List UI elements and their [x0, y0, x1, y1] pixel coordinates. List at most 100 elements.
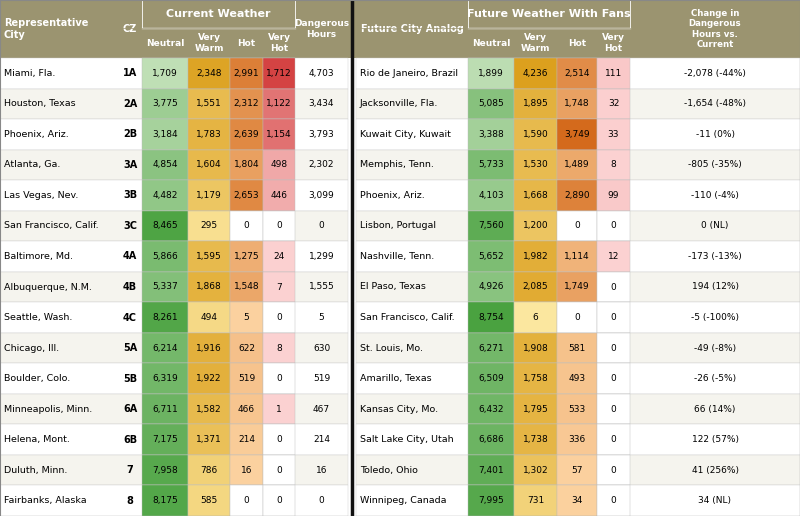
- Text: 0: 0: [610, 435, 616, 444]
- Text: 3B: 3B: [123, 190, 137, 200]
- Text: 1,738: 1,738: [522, 435, 548, 444]
- Text: 5B: 5B: [123, 374, 137, 383]
- Bar: [142, 486, 188, 516]
- Text: 5,866: 5,866: [152, 252, 178, 261]
- Text: 99: 99: [608, 191, 619, 200]
- Bar: [514, 119, 557, 150]
- Text: 6A: 6A: [123, 404, 137, 414]
- Bar: [142, 119, 188, 150]
- Text: 2B: 2B: [123, 130, 137, 139]
- Text: 4,926: 4,926: [478, 282, 504, 292]
- Bar: [0, 486, 348, 516]
- Bar: [230, 241, 263, 272]
- Text: 4B: 4B: [123, 282, 137, 292]
- Bar: [356, 302, 800, 333]
- Text: 786: 786: [200, 466, 218, 475]
- Bar: [230, 424, 263, 455]
- Text: Dangerous
Hours: Dangerous Hours: [294, 19, 349, 39]
- Text: 0: 0: [276, 466, 282, 475]
- Bar: [263, 302, 295, 333]
- Text: Amarillo, Texas: Amarillo, Texas: [360, 374, 432, 383]
- Text: 498: 498: [270, 160, 287, 169]
- Bar: [557, 119, 597, 150]
- Text: El Paso, Texas: El Paso, Texas: [360, 282, 426, 292]
- Text: 1,749: 1,749: [564, 282, 590, 292]
- Bar: [468, 424, 514, 455]
- Bar: [557, 150, 597, 180]
- Bar: [142, 180, 188, 211]
- Bar: [514, 455, 557, 486]
- Bar: [597, 211, 630, 241]
- Bar: [142, 241, 188, 272]
- Bar: [0, 119, 348, 150]
- Text: 41 (256%): 41 (256%): [691, 466, 738, 475]
- Bar: [468, 211, 514, 241]
- Text: 1,916: 1,916: [196, 344, 222, 352]
- Text: -49 (-8%): -49 (-8%): [694, 344, 736, 352]
- Bar: [263, 272, 295, 302]
- Text: 8,754: 8,754: [478, 313, 504, 322]
- Bar: [263, 394, 295, 424]
- Text: 533: 533: [568, 405, 586, 414]
- Text: 0: 0: [574, 313, 580, 322]
- Bar: [468, 272, 514, 302]
- Text: 6,509: 6,509: [478, 374, 504, 383]
- Bar: [142, 150, 188, 180]
- Text: -2,078 (-44%): -2,078 (-44%): [684, 69, 746, 78]
- Text: 1,179: 1,179: [196, 191, 222, 200]
- Text: 6,319: 6,319: [152, 374, 178, 383]
- Bar: [597, 486, 630, 516]
- Bar: [188, 455, 230, 486]
- Bar: [0, 333, 348, 363]
- Text: 0 (NL): 0 (NL): [702, 221, 729, 231]
- Text: Hot: Hot: [568, 39, 586, 47]
- Text: Baltimore, Md.: Baltimore, Md.: [4, 252, 73, 261]
- Bar: [0, 363, 348, 394]
- Bar: [557, 363, 597, 394]
- Bar: [0, 272, 348, 302]
- Text: 0: 0: [276, 221, 282, 231]
- Bar: [0, 89, 348, 119]
- Text: 6B: 6B: [123, 434, 137, 445]
- Bar: [356, 119, 800, 150]
- Text: 1,595: 1,595: [196, 252, 222, 261]
- Text: 6,711: 6,711: [152, 405, 178, 414]
- Text: 3,388: 3,388: [478, 130, 504, 139]
- Bar: [356, 150, 800, 180]
- Text: 214: 214: [238, 435, 255, 444]
- Bar: [263, 58, 295, 89]
- Bar: [468, 180, 514, 211]
- Bar: [188, 486, 230, 516]
- Text: 0: 0: [276, 374, 282, 383]
- Text: 122 (57%): 122 (57%): [691, 435, 738, 444]
- Text: 336: 336: [568, 435, 586, 444]
- Bar: [597, 333, 630, 363]
- Text: 0: 0: [610, 496, 616, 505]
- Bar: [188, 150, 230, 180]
- Text: 34: 34: [571, 496, 582, 505]
- Bar: [356, 424, 800, 455]
- Bar: [0, 0, 800, 58]
- Bar: [0, 241, 348, 272]
- Text: 1,582: 1,582: [196, 405, 222, 414]
- Bar: [0, 455, 348, 486]
- Bar: [468, 333, 514, 363]
- Text: 3,749: 3,749: [564, 130, 590, 139]
- Text: Very
Warm: Very Warm: [194, 34, 224, 53]
- Text: Phoenix, Ariz.: Phoenix, Ariz.: [360, 191, 425, 200]
- Text: -1,654 (-48%): -1,654 (-48%): [684, 99, 746, 108]
- Text: 1,122: 1,122: [266, 99, 292, 108]
- Bar: [557, 424, 597, 455]
- Bar: [230, 333, 263, 363]
- Text: 16: 16: [316, 466, 327, 475]
- Text: Chicago, Ill.: Chicago, Ill.: [4, 344, 59, 352]
- Text: 0: 0: [276, 496, 282, 505]
- Text: 6,214: 6,214: [152, 344, 178, 352]
- Text: Jacksonville, Fla.: Jacksonville, Fla.: [360, 99, 438, 108]
- Bar: [514, 424, 557, 455]
- Bar: [188, 180, 230, 211]
- Text: 446: 446: [270, 191, 287, 200]
- Text: 4,703: 4,703: [309, 69, 334, 78]
- Text: Phoenix, Ariz.: Phoenix, Ariz.: [4, 130, 69, 139]
- Bar: [142, 333, 188, 363]
